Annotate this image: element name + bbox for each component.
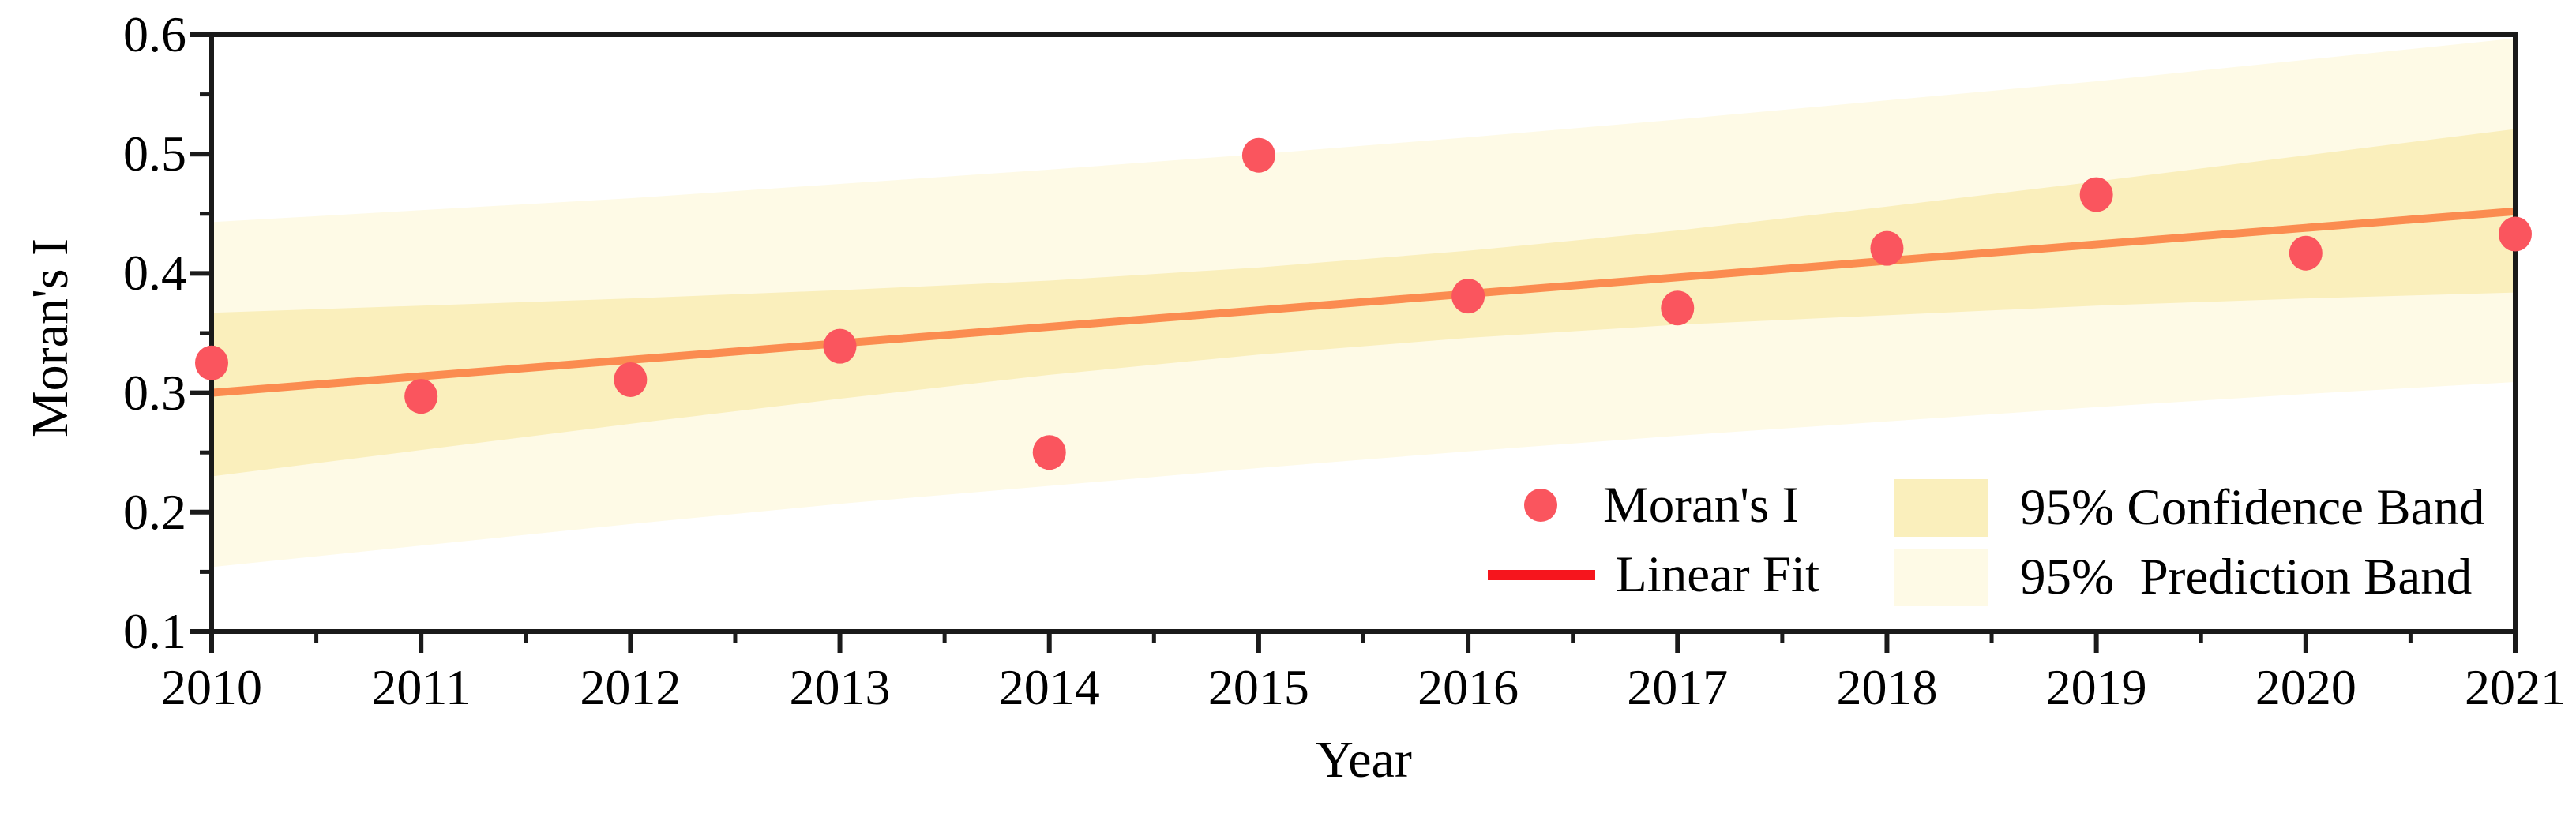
data-point	[195, 345, 228, 380]
data-point	[1241, 137, 1275, 173]
data-point	[2289, 235, 2323, 271]
data-point	[1870, 230, 1904, 266]
data-point	[2079, 177, 2113, 212]
plot-frame	[209, 32, 2518, 634]
data-point	[614, 362, 648, 397]
data-point	[1032, 435, 1066, 470]
data-point	[1661, 290, 1695, 326]
data-point	[823, 328, 857, 364]
data-point	[404, 379, 438, 414]
data-point	[2499, 216, 2532, 252]
data-point	[1451, 279, 1485, 314]
fit-line	[211, 207, 2516, 397]
